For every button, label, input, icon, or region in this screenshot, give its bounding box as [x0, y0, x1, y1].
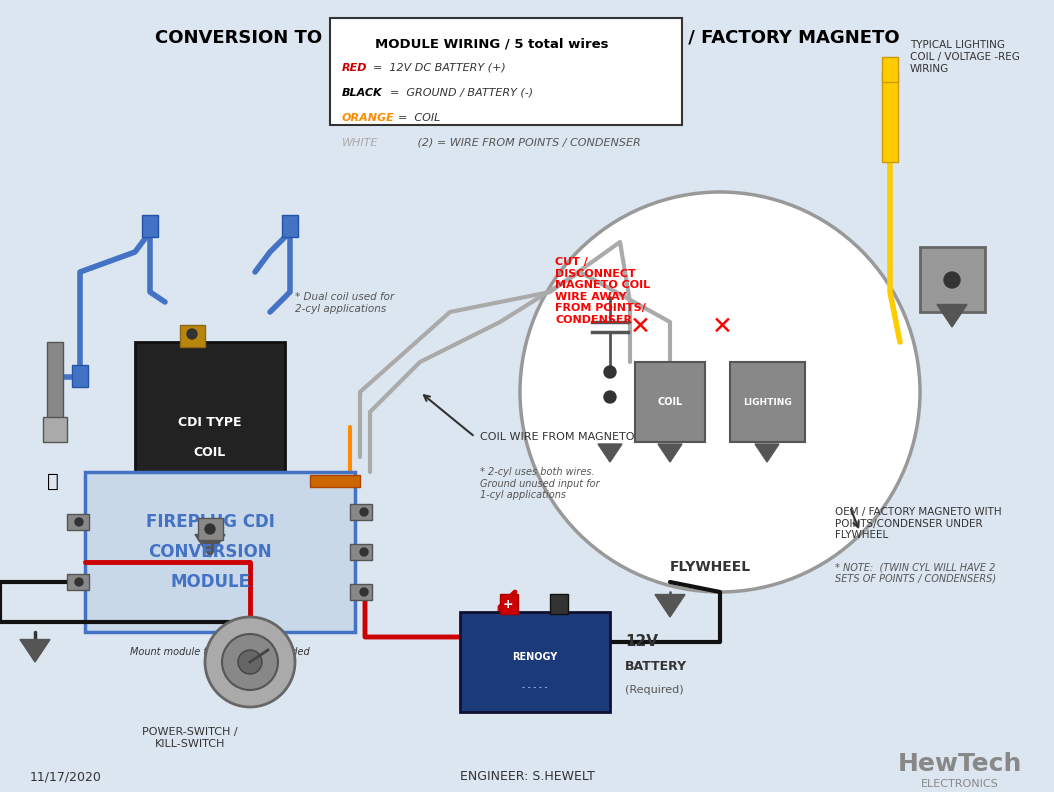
Text: ELECTRONICS: ELECTRONICS	[921, 779, 999, 789]
Bar	[350, 544, 372, 560]
Text: CONVERSION: CONVERSION	[149, 543, 272, 561]
Text: * NOTE:  (TWIN CYL WILL HAVE 2
SETS OF POINTS / CONDENSERS): * NOTE: (TWIN CYL WILL HAVE 2 SETS OF PO…	[835, 562, 996, 584]
Circle shape	[520, 192, 920, 592]
Polygon shape	[598, 444, 622, 462]
Text: +: +	[503, 597, 513, 611]
Bar	[142, 215, 158, 237]
Text: CONVERSION TO FIREPLUG CDI MODULE USING OEM / FACTORY MAGNETO: CONVERSION TO FIREPLUG CDI MODULE USING …	[155, 28, 899, 46]
Circle shape	[204, 617, 295, 707]
Text: FLYWHEEL: FLYWHEEL	[669, 560, 750, 574]
Polygon shape	[195, 535, 225, 557]
Text: BATTERY: BATTERY	[625, 661, 687, 673]
Bar	[43, 417, 67, 442]
Text: COIL WIRE FROM MAGNETO: COIL WIRE FROM MAGNETO	[480, 432, 635, 442]
Bar	[730, 362, 805, 442]
Polygon shape	[658, 444, 682, 462]
Polygon shape	[20, 639, 50, 662]
Text: CUT /
DISCONNECT
MAGNETO COIL
WIRE AWAY
FROM POINTS/
CONDENSER: CUT / DISCONNECT MAGNETO COIL WIRE AWAY …	[555, 257, 650, 325]
Bar	[635, 362, 705, 442]
Text: =  GROUND / BATTERY (-): = GROUND / BATTERY (-)	[390, 88, 532, 97]
Circle shape	[360, 588, 368, 596]
Text: ✕: ✕	[711, 315, 733, 339]
Polygon shape	[655, 595, 685, 617]
Text: * Dual coil used for
2-cyl applications: * Dual coil used for 2-cyl applications	[295, 292, 394, 314]
Text: COIL: COIL	[194, 445, 227, 459]
Text: WHITE: WHITE	[341, 138, 378, 148]
Text: ENGINEER: S.HEWELT: ENGINEER: S.HEWELT	[460, 771, 594, 783]
Text: MODULE WIRING / 5 total wires: MODULE WIRING / 5 total wires	[375, 38, 609, 51]
Text: 🔥: 🔥	[47, 472, 59, 491]
Bar	[882, 57, 898, 82]
Circle shape	[944, 272, 960, 288]
Text: RENOGY: RENOGY	[512, 652, 558, 662]
Text: OEM / FACTORY MAGNETO WITH
POINTS/CONDENSER UNDER
FLYWHEEL: OEM / FACTORY MAGNETO WITH POINTS/CONDEN…	[835, 507, 1001, 540]
Bar	[67, 574, 89, 590]
Circle shape	[604, 391, 616, 403]
Bar	[198, 518, 223, 540]
Bar	[72, 365, 87, 387]
Circle shape	[75, 518, 83, 526]
Bar	[85, 472, 355, 632]
Text: BLACK: BLACK	[341, 88, 383, 97]
Bar	[350, 584, 372, 600]
Text: =  12V DC BATTERY (+): = 12V DC BATTERY (+)	[372, 63, 505, 73]
Bar	[282, 215, 298, 237]
Text: * 2-cyl uses both wires.
Ground unused input for
1-cyl applications: * 2-cyl uses both wires. Ground unused i…	[480, 467, 600, 501]
Text: =  COIL: = COIL	[398, 112, 441, 123]
Polygon shape	[755, 444, 779, 462]
Text: 11/17/2020: 11/17/2020	[30, 771, 102, 783]
Text: LIGHTING: LIGHTING	[743, 398, 792, 406]
Text: 12V: 12V	[625, 634, 658, 649]
FancyBboxPatch shape	[330, 17, 682, 125]
Circle shape	[187, 329, 197, 339]
Text: - - - - -: - - - - -	[522, 683, 548, 691]
Text: (2) = WIRE FROM POINTS / CONDENSER: (2) = WIRE FROM POINTS / CONDENSER	[414, 138, 641, 148]
Bar	[350, 504, 372, 520]
Circle shape	[360, 548, 368, 556]
Circle shape	[204, 524, 215, 534]
Text: POWER-SWITCH /
KILL-SWITCH: POWER-SWITCH / KILL-SWITCH	[142, 727, 238, 748]
Circle shape	[75, 578, 83, 586]
Text: FIREPLUG CDI: FIREPLUG CDI	[145, 513, 274, 531]
Text: TYPICAL LIGHTING
COIL / VOLTAGE -REG
WIRING: TYPICAL LIGHTING COIL / VOLTAGE -REG WIR…	[910, 40, 1020, 74]
Text: MODULE: MODULE	[170, 573, 250, 591]
Circle shape	[360, 508, 368, 516]
Bar	[47, 342, 63, 422]
Bar	[310, 475, 360, 487]
Bar	[550, 594, 568, 614]
Bar	[67, 514, 89, 530]
Circle shape	[604, 366, 616, 378]
Text: Mount module to chassis / Grounded: Mount module to chassis / Grounded	[130, 647, 310, 657]
Circle shape	[222, 634, 278, 690]
Text: COIL: COIL	[658, 397, 683, 407]
Bar	[460, 612, 610, 712]
Bar	[920, 247, 985, 312]
Circle shape	[238, 650, 262, 674]
Bar	[500, 594, 518, 614]
Text: (Required): (Required)	[625, 685, 684, 695]
Text: ✕: ✕	[629, 315, 650, 339]
Text: CDI TYPE: CDI TYPE	[178, 416, 241, 428]
Text: ORANGE: ORANGE	[341, 112, 395, 123]
Polygon shape	[937, 304, 967, 327]
Bar	[135, 342, 285, 522]
Text: RED: RED	[341, 63, 368, 73]
Bar	[882, 72, 898, 162]
Bar	[180, 325, 204, 347]
Text: HewTech: HewTech	[898, 752, 1022, 776]
